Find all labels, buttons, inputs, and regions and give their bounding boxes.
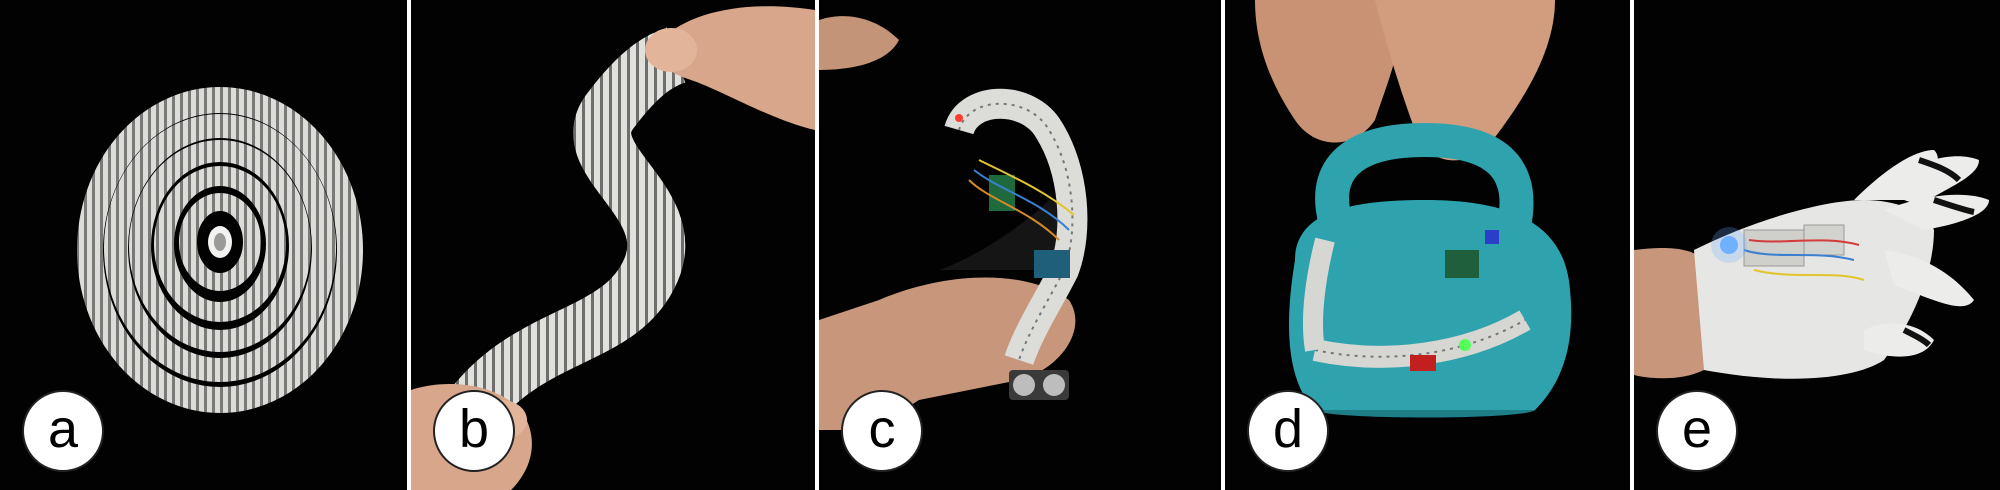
panel-label-b: b — [433, 390, 515, 472]
glove-image — [1634, 150, 1989, 379]
coiled-strip-image — [77, 87, 363, 413]
panel-a: a — [0, 0, 407, 490]
kettlebell-image — [1255, 0, 1572, 418]
panel-label-d: d — [1247, 390, 1329, 472]
panel-e: e — [1634, 0, 2000, 490]
panel-label-c: c — [841, 390, 923, 472]
panel-c: c — [819, 0, 1221, 490]
panel-label-e: e — [1656, 390, 1738, 472]
panel-d: d — [1225, 0, 1630, 490]
panel-label-a: a — [22, 390, 104, 472]
panel-b: b — [411, 0, 815, 490]
